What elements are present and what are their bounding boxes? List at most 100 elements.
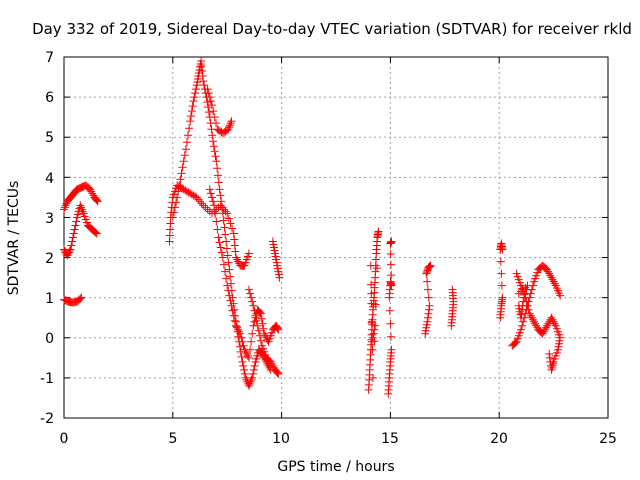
data-point xyxy=(184,188,193,197)
data-point xyxy=(198,72,207,81)
data-point xyxy=(273,324,282,333)
data-point xyxy=(262,333,271,342)
data-point xyxy=(185,124,194,133)
data-point xyxy=(72,217,81,226)
data-point xyxy=(179,157,188,166)
data-point xyxy=(234,257,243,266)
data-point xyxy=(227,279,236,288)
data-point xyxy=(425,301,434,310)
data-point xyxy=(240,365,249,374)
data-point xyxy=(239,361,248,370)
x-axis-label: GPS time / hours xyxy=(277,459,394,475)
data-point xyxy=(232,323,241,332)
data-point xyxy=(206,189,215,198)
data-point xyxy=(530,317,539,326)
data-point xyxy=(209,107,218,116)
data-point xyxy=(172,198,181,207)
data-point xyxy=(173,193,182,202)
data-point xyxy=(224,258,233,267)
data-point xyxy=(373,264,382,273)
y-axis-label: SDTVAR / TECUs xyxy=(6,181,22,296)
data-point xyxy=(232,255,241,264)
data-point xyxy=(208,131,217,140)
data-point xyxy=(517,309,526,318)
data-point xyxy=(543,265,552,274)
data-point xyxy=(204,89,213,98)
data-point xyxy=(547,365,556,374)
data-point xyxy=(386,250,395,259)
data-point xyxy=(77,203,86,212)
data-point xyxy=(545,349,554,358)
data-point xyxy=(519,317,528,326)
data-point xyxy=(228,306,237,315)
data-point xyxy=(518,321,527,330)
data-point xyxy=(228,224,237,233)
data-point xyxy=(266,357,275,366)
data-point xyxy=(178,163,187,172)
data-point xyxy=(387,281,396,290)
data-point xyxy=(254,326,263,335)
data-point xyxy=(273,323,282,332)
data-point xyxy=(194,195,203,204)
data-points xyxy=(60,57,565,398)
data-point xyxy=(546,357,555,366)
data-point xyxy=(244,285,253,294)
data-point xyxy=(218,253,227,262)
x-tick-label: 25 xyxy=(599,431,617,447)
data-point xyxy=(540,325,549,334)
data-point xyxy=(170,203,179,212)
data-point xyxy=(230,305,239,314)
data-point xyxy=(182,187,191,196)
data-point xyxy=(259,324,268,333)
data-point xyxy=(226,219,235,228)
data-point xyxy=(69,229,78,238)
data-point xyxy=(231,247,240,256)
data-point xyxy=(274,325,283,334)
data-point xyxy=(93,197,102,206)
data-point xyxy=(544,267,553,276)
x-tick-label: 5 xyxy=(169,431,178,447)
data-point xyxy=(550,279,559,288)
data-point xyxy=(234,325,243,334)
data-point xyxy=(197,57,206,66)
data-point xyxy=(531,319,540,328)
data-point xyxy=(545,269,554,278)
data-point xyxy=(497,281,506,290)
data-point xyxy=(244,249,253,258)
data-point xyxy=(226,296,235,305)
data-point xyxy=(258,319,267,328)
data-point xyxy=(225,121,234,130)
data-point xyxy=(78,207,87,216)
data-point xyxy=(221,267,230,276)
data-point xyxy=(181,145,190,154)
data-point xyxy=(60,203,69,212)
x-tick-label: 20 xyxy=(490,431,508,447)
data-point xyxy=(374,227,383,236)
data-point xyxy=(518,301,527,310)
data-point xyxy=(91,228,100,237)
data-point xyxy=(387,271,396,280)
data-point xyxy=(61,201,70,210)
data-point xyxy=(86,185,95,194)
data-point xyxy=(209,197,218,206)
x-tick-label: 10 xyxy=(272,431,290,447)
data-point xyxy=(192,193,201,202)
data-point xyxy=(244,381,253,390)
data-point xyxy=(235,327,244,336)
data-point xyxy=(217,197,226,206)
data-point xyxy=(386,260,395,269)
y-tick-label: -1 xyxy=(40,371,54,387)
data-point xyxy=(371,300,380,309)
data-point xyxy=(189,191,198,200)
data-point xyxy=(267,359,276,368)
y-tick-label: 7 xyxy=(45,50,54,66)
data-point xyxy=(213,171,222,180)
data-point xyxy=(260,329,269,338)
data-point xyxy=(210,113,219,122)
data-point xyxy=(87,187,96,196)
data-point xyxy=(65,247,74,256)
data-point xyxy=(88,189,97,198)
data-point xyxy=(176,183,185,192)
data-point xyxy=(187,190,196,199)
data-point xyxy=(549,277,558,286)
